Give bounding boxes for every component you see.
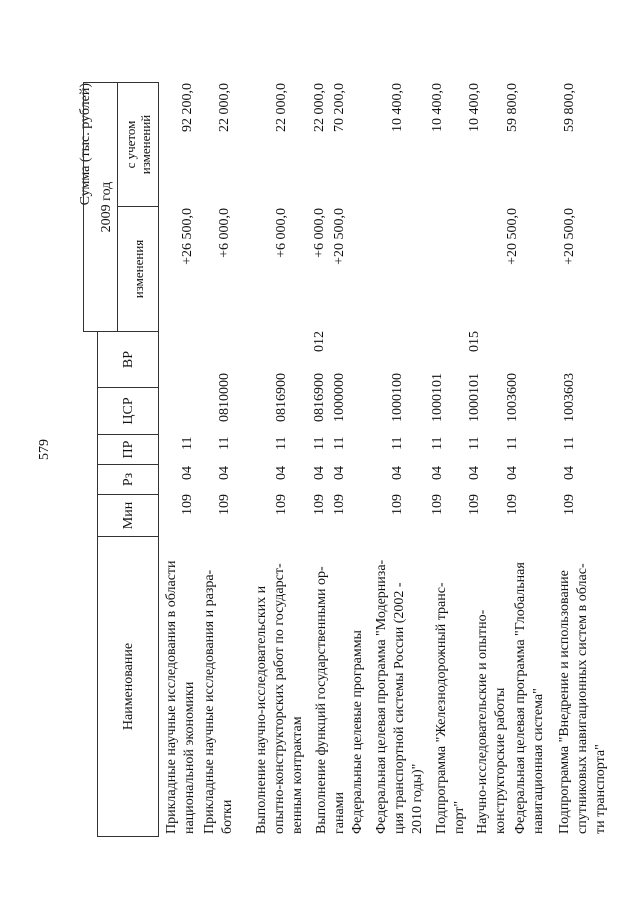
row-name-line: ганами (332, 791, 347, 834)
header-year: 2009 год (83, 82, 118, 332)
cell-min: 109 (390, 494, 405, 515)
cell-total: 92 200,0 (180, 83, 195, 132)
cell-total: 22 000,0 (217, 83, 232, 132)
row-name-line: ция транспортной системы России (2002 - (392, 582, 407, 834)
cell-pr: 11 (217, 436, 232, 450)
cell-min: 109 (505, 494, 520, 515)
cell-vr: 015 (467, 331, 482, 352)
row-name-line: Прикладные научные исследования и разра- (202, 569, 217, 834)
cell-min: 109 (217, 494, 232, 515)
cell-rz: 04 (467, 466, 482, 480)
header-changes: изменения (117, 206, 159, 332)
cell-min: 109 (562, 494, 577, 515)
cell-csr: 1003600 (505, 373, 520, 422)
row-name-line: Подпрограмма "Железнодорожный транс- (434, 582, 449, 834)
cell-changes: +6 000,0 (274, 208, 289, 258)
row-name-line: Федеральная целевая программа "Модерниза… (374, 559, 389, 834)
cell-csr: 1000100 (390, 373, 405, 422)
cell-csr: 0816900 (312, 373, 327, 422)
cell-pr: 11 (180, 436, 195, 450)
cell-total: 59 800,0 (562, 83, 577, 132)
cell-total: 22 000,0 (274, 83, 289, 132)
cell-rz: 04 (180, 466, 195, 480)
header-rz: Рз (97, 464, 159, 495)
cell-rz: 04 (274, 466, 289, 480)
page-number: 579 (37, 439, 52, 460)
cell-min: 109 (467, 494, 482, 515)
cell-changes: +26 500,0 (180, 208, 195, 265)
header-csr: ЦСР (97, 387, 159, 435)
cell-changes: +20 500,0 (332, 208, 347, 265)
cell-rz: 04 (430, 466, 445, 480)
cell-min: 109 (274, 494, 289, 515)
cell-total: 59 800,0 (505, 83, 520, 132)
cell-csr: 1003603 (562, 373, 577, 422)
row-name-line: 2010 годы)" (410, 763, 425, 834)
cell-csr: 0816900 (274, 373, 289, 422)
cell-rz: 04 (332, 466, 347, 480)
row-name-line: конструкторские работы (493, 687, 508, 834)
row-name-line: опытно-конструкторских работ по государс… (272, 563, 287, 834)
cell-min: 109 (332, 494, 347, 515)
row-name-line: спутниковых навигационных систем в облас… (575, 563, 590, 834)
row-name-line: Прикладные научные исследования в област… (164, 560, 179, 834)
cell-csr: 0810000 (217, 373, 232, 422)
cell-rz: 04 (217, 466, 232, 480)
header-vr: ВР (97, 331, 159, 388)
cell-total: 70 200,0 (332, 83, 347, 132)
cell-rz: 04 (390, 466, 405, 480)
cell-csr: 1000101 (467, 373, 482, 422)
cell-changes: +6 000,0 (217, 208, 232, 258)
row-name-line: Выполнение функций государственными ор- (314, 566, 329, 834)
cell-rz: 04 (312, 466, 327, 480)
cell-rz: 04 (505, 466, 520, 480)
row-name-line: Подпрограмма "Внедрение и использование (557, 570, 572, 834)
cell-pr: 11 (390, 436, 405, 450)
cell-changes: +20 500,0 (505, 208, 520, 265)
cell-pr: 11 (274, 436, 289, 450)
cell-pr: 11 (430, 436, 445, 450)
row-name-line: навигационная система" (531, 688, 546, 834)
header-with-changes: с учетом изменений (117, 82, 159, 207)
cell-vr: 012 (312, 331, 327, 352)
row-name-line: Федеральные целевые программы (350, 630, 365, 834)
cell-total: 10 400,0 (390, 83, 405, 132)
cell-rz: 04 (562, 466, 577, 480)
header-min: Мин (97, 494, 159, 537)
cell-changes: +6 000,0 (312, 208, 327, 258)
cell-pr: 11 (312, 436, 327, 450)
cell-pr: 11 (562, 436, 577, 450)
header-with-changes-line: изменений (138, 114, 153, 175)
header-pr: ПР (97, 434, 159, 465)
cell-min: 109 (180, 494, 195, 515)
cell-min: 109 (430, 494, 445, 515)
row-name-line: порт" (452, 800, 467, 834)
row-name-line: Выполнение научно-исследовательских и (254, 585, 269, 834)
cell-csr: 1000000 (332, 373, 347, 422)
cell-total: 10 400,0 (430, 83, 445, 132)
row-name-line: национальной экономики (182, 681, 197, 834)
cell-pr: 11 (505, 436, 520, 450)
cell-changes: +20 500,0 (562, 208, 577, 265)
row-name-line: венным контрактам (290, 716, 305, 834)
cell-total: 22 000,0 (312, 83, 327, 132)
cell-pr: 11 (332, 436, 347, 450)
row-name-line: Федеральная целевая программа "Глобальна… (513, 562, 528, 834)
cell-pr: 11 (467, 436, 482, 450)
cell-csr: 1000101 (430, 373, 445, 422)
cell-total: 10 400,0 (467, 83, 482, 132)
row-name-line: Научно-исследовательские и опытно- (475, 609, 490, 834)
cell-min: 109 (312, 494, 327, 515)
row-name-line: ботки (220, 799, 235, 834)
header-with-changes-line: с учетом (123, 120, 138, 169)
header-name: Наименование (97, 536, 159, 837)
row-name-line: ти транспорта" (593, 744, 608, 834)
